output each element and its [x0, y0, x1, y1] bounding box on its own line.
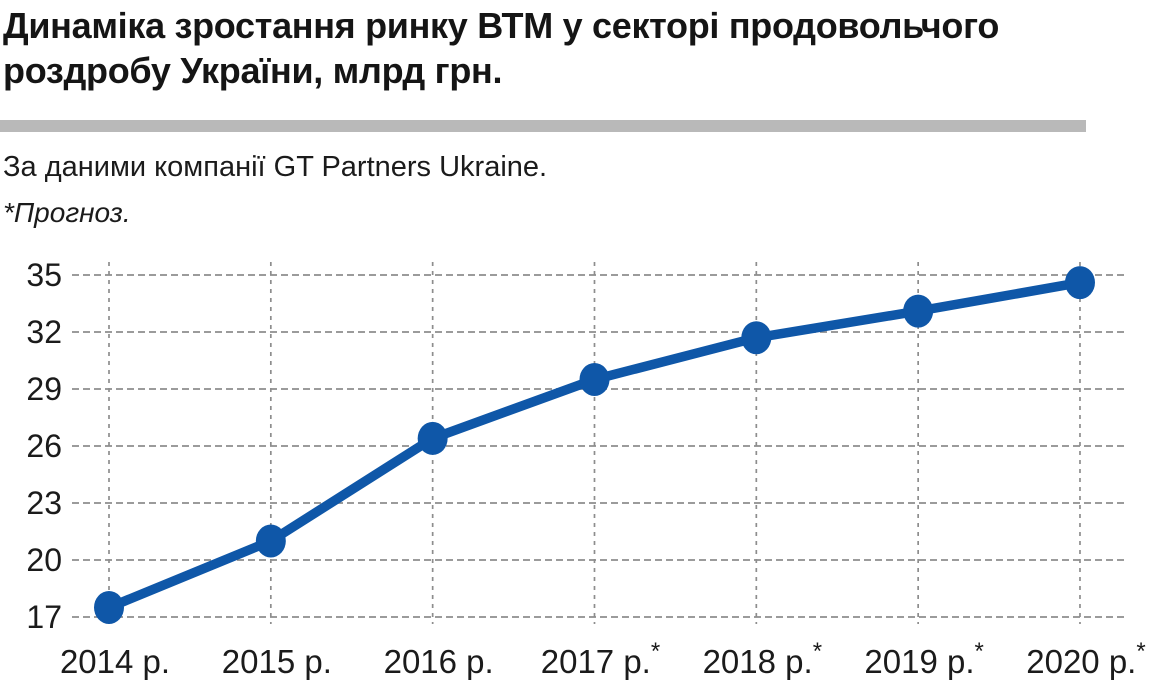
forecast-asterisk: *: [975, 638, 984, 665]
x-axis-tick-label: 2015 р.: [222, 643, 332, 680]
x-axis-tick-label: 2016 р.: [384, 643, 494, 680]
data-point-2020: [1064, 266, 1095, 300]
data-point-2017: [579, 363, 610, 396]
x-axis-tick-label: 2020 р.*: [1026, 638, 1145, 680]
chart-title: Динаміка зростання ринку ВТМ у секторі п…: [3, 5, 1000, 91]
forecast-asterisk: *: [651, 638, 660, 665]
x-axis-tick-label: 2014 р.: [60, 643, 170, 680]
data-point-2018: [741, 321, 772, 355]
y-axis-tick-label: 17: [26, 599, 62, 635]
y-axis-tick-label: 26: [26, 428, 62, 464]
forecast-asterisk: *: [813, 638, 822, 665]
x-axis-tick-label: 2019 р.*: [864, 638, 983, 680]
y-axis-tick-label: 35: [26, 257, 62, 293]
y-axis-tick-label: 20: [26, 542, 62, 578]
y-axis-tick-label: 29: [26, 371, 62, 407]
data-point-2016: [417, 421, 448, 455]
divider-bar: [0, 120, 1086, 132]
source-note: За даними компанії GT Partners Ukraine.: [3, 151, 548, 183]
data-point-2019: [903, 294, 934, 328]
y-axis-tick-label: 32: [26, 314, 62, 350]
line-chart-svg: 17 20 23 26 29 32 35 2014 р. 2015 р. 2016 р. 2017 …: [26, 257, 1145, 680]
x-axis-tick-label: 2018 р.*: [703, 638, 822, 680]
line-chart: 17 20 23 26 29 32 35 2014 р. 2015 р. 2016 р. 2017 …: [0, 240, 1157, 687]
x-axis-tick-label: 2017 р.*: [541, 638, 660, 680]
footnote: *Прогноз.: [3, 197, 131, 228]
forecast-asterisk: *: [1136, 638, 1145, 665]
data-point-2014: [94, 591, 124, 624]
y-axis-tick-label: 23: [26, 485, 62, 521]
data-point-2015: [255, 524, 286, 558]
